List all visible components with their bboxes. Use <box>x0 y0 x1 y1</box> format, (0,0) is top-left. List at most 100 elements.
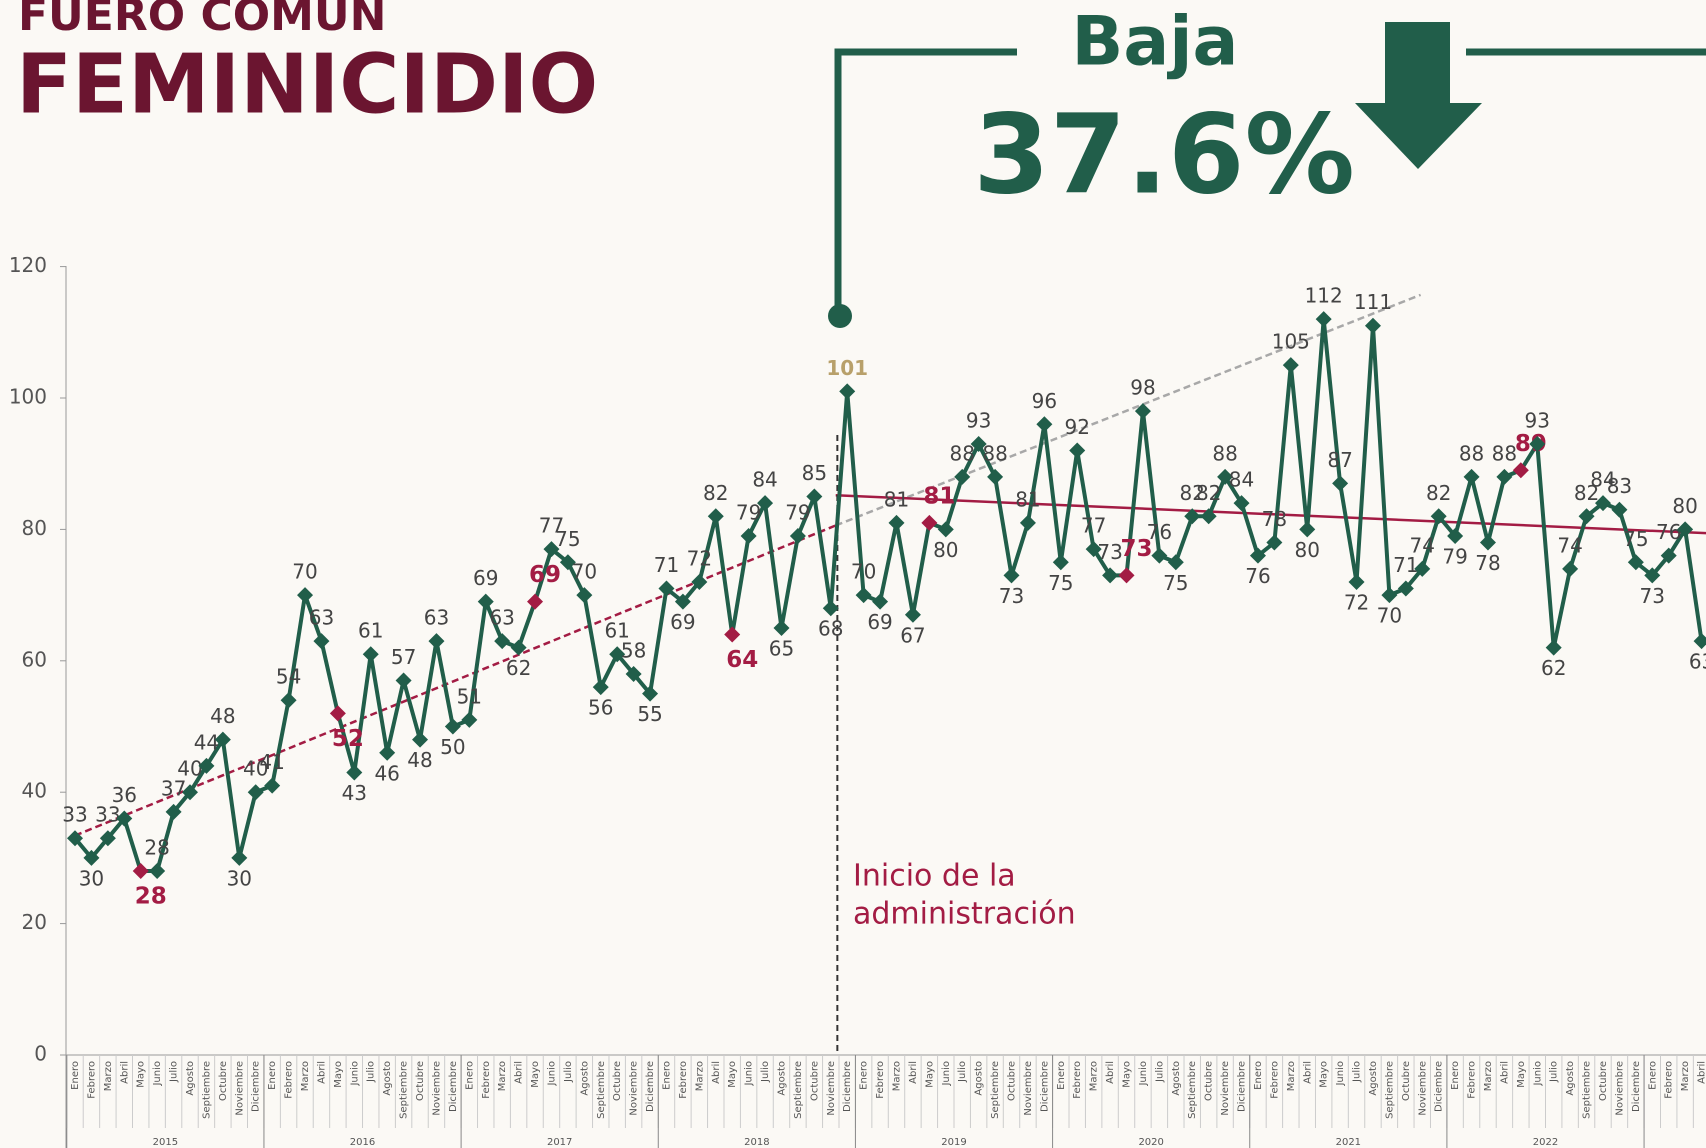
point <box>1085 541 1102 558</box>
x-tick-label: Febrero <box>875 1061 886 1099</box>
point <box>1627 554 1644 571</box>
data-label: 69 <box>867 610 892 634</box>
point <box>740 527 757 544</box>
data-label: 76 <box>1656 520 1681 544</box>
x-tick-label: Septiembre <box>399 1061 410 1119</box>
x-tick-label: Abril <box>119 1061 130 1084</box>
point <box>1184 508 1201 525</box>
point <box>987 468 1004 485</box>
data-label: 85 <box>802 461 827 485</box>
point <box>855 587 872 604</box>
point <box>165 803 182 820</box>
data-label: 77 <box>1081 514 1106 538</box>
data-label: 73 <box>1121 536 1153 562</box>
data-label: 40 <box>177 757 202 781</box>
x-tick-label: Julio <box>1154 1061 1165 1083</box>
point <box>214 731 231 748</box>
point <box>1348 573 1365 590</box>
data-label: 61 <box>358 619 383 643</box>
x-tick-label: Marzo <box>103 1061 114 1091</box>
x-tick-label: Febrero <box>1269 1061 1280 1099</box>
data-label: 28 <box>144 836 169 860</box>
data-label: 58 <box>621 638 646 662</box>
point <box>198 757 215 774</box>
data-label: 40 <box>243 757 268 781</box>
data-label: 79 <box>736 500 761 524</box>
data-label: 82 <box>1180 481 1205 505</box>
data-label: 81 <box>1015 487 1040 511</box>
data-label: 71 <box>654 553 679 577</box>
x-tick-label: Febrero <box>1467 1061 1478 1099</box>
data-label: 75 <box>1623 527 1648 551</box>
x-tick-label: Junio <box>546 1061 557 1087</box>
x-tick-label: Abril <box>1499 1061 1510 1084</box>
data-label: 76 <box>1147 520 1172 544</box>
point <box>1364 317 1381 334</box>
point <box>280 692 297 709</box>
data-label: 70 <box>1377 604 1402 628</box>
x-tick-label: Abril <box>908 1061 919 1084</box>
x-tick-label: Mayo <box>530 1061 541 1088</box>
x-tick-label: Enero <box>464 1061 475 1090</box>
point <box>461 711 478 728</box>
x-tick-label: Julio <box>760 1061 771 1083</box>
admin-label: administración <box>853 897 1076 932</box>
data-label: 80 <box>933 538 958 562</box>
data-label: 51 <box>457 684 482 708</box>
point <box>576 587 593 604</box>
x-tick-label: Noviembre <box>1023 1061 1034 1116</box>
data-label: 65 <box>769 636 794 660</box>
x-tick-label: Octubre <box>1401 1061 1412 1101</box>
x-tick-label: Noviembre <box>234 1061 245 1116</box>
point <box>1578 508 1595 525</box>
year-label: 2022 <box>1533 1137 1558 1148</box>
x-tick-label: Febrero <box>481 1061 492 1099</box>
y-tick-label: 0 <box>34 1042 47 1066</box>
point <box>543 541 560 558</box>
data-label: 69 <box>529 562 561 588</box>
x-tick-label: Enero <box>1056 1061 1067 1090</box>
arrow-head <box>1355 103 1482 169</box>
point <box>1118 567 1135 584</box>
y-tick-label: 60 <box>22 647 47 671</box>
point <box>1660 547 1677 564</box>
point <box>904 606 921 623</box>
x-tick-label: Agosto <box>1565 1061 1576 1096</box>
title: FEMINICIDIO <box>16 37 598 132</box>
x-tick-label: Marzo <box>1680 1061 1691 1091</box>
data-label: 70 <box>572 560 597 584</box>
data-label: 48 <box>407 748 432 772</box>
x-tick-label: Marzo <box>892 1061 903 1091</box>
y-tick-label: 40 <box>22 779 47 803</box>
point <box>691 573 708 590</box>
x-tick-label: Febrero <box>1664 1061 1675 1099</box>
x-tick-label: Mayo <box>1122 1061 1133 1088</box>
point <box>1381 587 1398 604</box>
point <box>428 633 445 650</box>
x-tick-label: Noviembre <box>1220 1061 1231 1116</box>
x-tick-label: Octubre <box>415 1061 426 1101</box>
point <box>1479 534 1496 551</box>
data-label: 48 <box>210 704 235 728</box>
point <box>1266 534 1283 551</box>
trend-line <box>835 493 1706 535</box>
point <box>1052 554 1069 571</box>
point <box>1200 508 1217 525</box>
year-label: 2020 <box>1138 1137 1163 1148</box>
point <box>937 521 954 538</box>
x-tick-label: Enero <box>267 1061 278 1090</box>
x-tick-label: Agosto <box>974 1061 985 1096</box>
data-label: 79 <box>1442 544 1467 568</box>
x-tick-label: Enero <box>1253 1061 1264 1090</box>
x-tick-label: Marzo <box>1089 1061 1100 1091</box>
x-tick-label: Junio <box>1532 1061 1543 1087</box>
x-tick-label: Enero <box>70 1061 81 1090</box>
x-tick-label: Octubre <box>612 1061 623 1101</box>
data-label: 63 <box>309 606 334 630</box>
callout-value: 37.6% <box>973 90 1355 218</box>
data-label: 80 <box>1295 538 1320 562</box>
x-tick-label: Noviembre <box>1614 1061 1625 1116</box>
x-tick-label: Agosto <box>185 1061 196 1096</box>
x-tick-label: Diciembre <box>645 1061 656 1112</box>
